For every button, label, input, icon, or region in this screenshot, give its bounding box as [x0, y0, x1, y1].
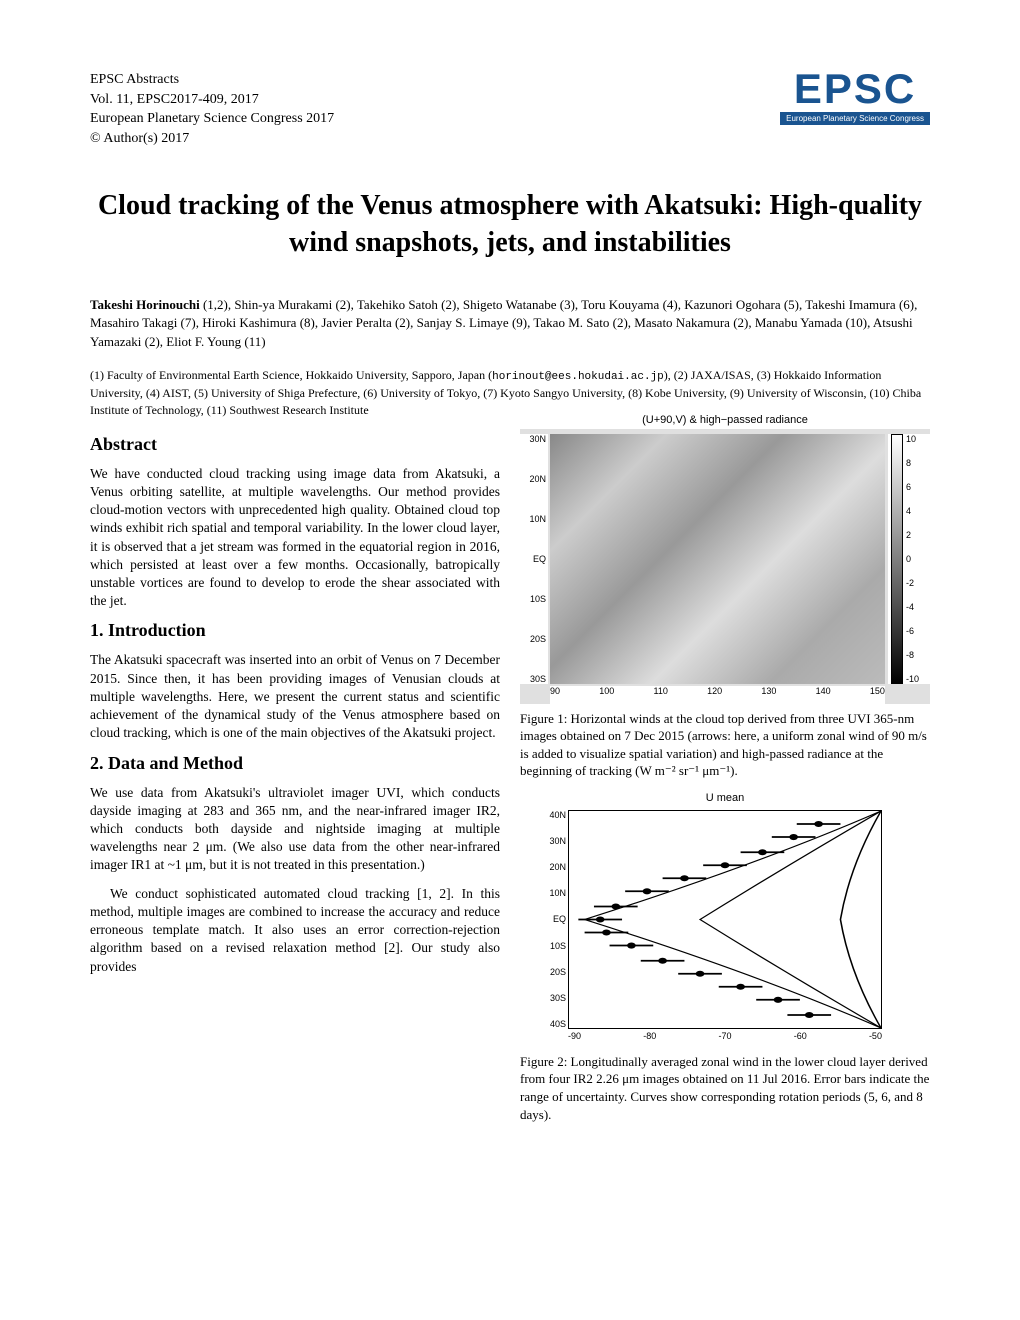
x-label: -70 — [718, 1031, 731, 1047]
affiliations-pre: (1) Faculty of Environmental Earth Scien… — [90, 368, 492, 382]
figure-1-yaxis: 30N 20N 10N EQ 10S 20S 30S — [520, 434, 548, 684]
figure-2-image: U mean — [520, 792, 930, 1047]
y-label: 10S — [520, 594, 546, 604]
y-label: EQ — [542, 914, 566, 924]
figure-1-colorbar: 10 8 6 4 2 0 -2 -4 -6 -8 -10 — [888, 434, 930, 684]
cb-label: -2 — [906, 578, 919, 588]
abstract-text: We have conducted cloud tracking using i… — [90, 465, 500, 611]
figure-2-xaxis: -90 -80 -70 -60 -50 — [568, 1031, 882, 1047]
x-label: 100 — [599, 686, 614, 704]
abstract-heading: Abstract — [90, 434, 500, 455]
x-label: -50 — [869, 1031, 882, 1047]
author-email: horinout@ees.hokudai.ac.jp — [492, 371, 664, 383]
cb-label: -4 — [906, 602, 919, 612]
figure-1-plot-area — [550, 434, 885, 684]
data-text-p1: We use data from Akatsuki's ultraviolet … — [90, 784, 500, 875]
figure-1-caption: Figure 1: Horizontal winds at the cloud … — [520, 710, 930, 780]
figure-2: U mean — [520, 792, 930, 1123]
cb-label: 8 — [906, 458, 919, 468]
figure-1-title: (U+90,V) & high−passed radiance — [642, 414, 808, 426]
y-label: 30N — [542, 836, 566, 846]
y-label: 40N — [542, 810, 566, 820]
y-label: 10N — [542, 888, 566, 898]
colorbar-gradient — [891, 434, 903, 684]
figure-1: (U+90,V) & high−passed radiance 30N 20N … — [520, 429, 930, 780]
figure-2-title: U mean — [706, 792, 745, 804]
colorbar-labels: 10 8 6 4 2 0 -2 -4 -6 -8 -10 — [903, 434, 919, 684]
x-label: 150 — [870, 686, 885, 704]
x-label: -90 — [568, 1031, 581, 1047]
figure-2-plot-area — [568, 810, 882, 1029]
paper-title: Cloud tracking of the Venus atmosphere w… — [90, 188, 930, 261]
figure-2-curves-svg — [569, 811, 881, 1028]
cb-label: 2 — [906, 530, 919, 540]
figure-1-image: (U+90,V) & high−passed radiance 30N 20N … — [520, 429, 930, 704]
y-label: 30S — [520, 674, 546, 684]
figure-2-caption: Figure 2: Longitudinally averaged zonal … — [520, 1053, 930, 1123]
y-label: 20S — [542, 967, 566, 977]
intro-text: The Akatsuki spacecraft was inserted int… — [90, 651, 500, 742]
cb-label: -10 — [906, 674, 919, 684]
figure-1-xaxis: 90 100 110 120 130 140 150 — [550, 686, 885, 704]
volume-info: Vol. 11, EPSC2017-409, 2017 — [90, 90, 334, 110]
congress-name: European Planetary Science Congress 2017 — [90, 109, 334, 129]
x-label: 120 — [707, 686, 722, 704]
y-label: 20S — [520, 634, 546, 644]
y-label: 30S — [542, 993, 566, 1003]
intro-heading: 1. Introduction — [90, 620, 500, 641]
coauthors: (1,2), Shin-ya Murakami (2), Takehiko Sa… — [90, 297, 917, 348]
left-column: Abstract We have conducted cloud trackin… — [90, 429, 500, 1135]
y-label: 20N — [520, 474, 546, 484]
affiliations: (1) Faculty of Environmental Earth Scien… — [90, 367, 930, 419]
cb-label: 4 — [906, 506, 919, 516]
cb-label: -6 — [906, 626, 919, 636]
logo-text: EPSC — [780, 70, 930, 108]
y-label: 10N — [520, 514, 546, 524]
y-label: EQ — [520, 554, 546, 564]
x-label: 130 — [761, 686, 776, 704]
right-column: (U+90,V) & high−passed radiance 30N 20N … — [520, 429, 930, 1135]
data-heading: 2. Data and Method — [90, 753, 500, 774]
x-label: -60 — [794, 1031, 807, 1047]
y-label: 10S — [542, 941, 566, 951]
y-label: 40S — [542, 1019, 566, 1029]
x-label: 110 — [654, 686, 668, 704]
logo-subtitle: European Planetary Science Congress — [780, 112, 930, 125]
lead-author: Takeshi Horinouchi — [90, 297, 200, 312]
authors-list: Takeshi Horinouchi (1,2), Shin-ya Muraka… — [90, 296, 930, 351]
header: EPSC Abstracts Vol. 11, EPSC2017-409, 20… — [90, 70, 930, 148]
y-label: 20N — [542, 862, 566, 872]
cb-label: 0 — [906, 554, 919, 564]
x-label: 90 — [550, 686, 560, 704]
cb-label: 10 — [906, 434, 919, 444]
figure-2-yaxis: 40N 30N 20N 10N EQ 10S 20S 30S 40S — [542, 810, 566, 1029]
cb-label: -8 — [906, 650, 919, 660]
header-metadata: EPSC Abstracts Vol. 11, EPSC2017-409, 20… — [90, 70, 334, 148]
copyright: © Author(s) 2017 — [90, 129, 334, 149]
content-body: Abstract We have conducted cloud trackin… — [90, 429, 930, 1135]
data-text-p2: We conduct sophisticated automated cloud… — [90, 885, 500, 976]
y-label: 30N — [520, 434, 546, 444]
cb-label: 6 — [906, 482, 919, 492]
x-label: -80 — [643, 1031, 656, 1047]
abstracts-label: EPSC Abstracts — [90, 70, 334, 90]
x-label: 140 — [816, 686, 831, 704]
epsc-logo: EPSC European Planetary Science Congress — [780, 70, 930, 126]
